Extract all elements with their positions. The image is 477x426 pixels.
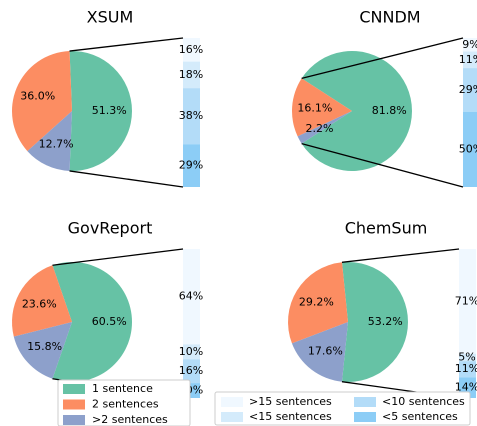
pie-slice	[292, 78, 352, 137]
pie-slice	[69, 51, 132, 172]
bar-segment	[183, 61, 200, 89]
bar-label: 16%	[179, 43, 203, 56]
bar-segment	[459, 353, 476, 362]
bar-label: 9%	[462, 38, 477, 51]
pie-label: 12.7%	[39, 138, 74, 151]
bar-segment	[183, 344, 200, 360]
bar-segment	[183, 359, 200, 384]
pie-slice	[12, 51, 73, 152]
chart-title: ChemSum	[345, 219, 428, 238]
legend-swatch	[221, 412, 243, 422]
connector	[69, 37, 184, 52]
pie-slice	[301, 50, 412, 171]
bar-segment	[183, 38, 200, 62]
pie-label: 15.8%	[27, 340, 62, 353]
legend-frame	[57, 379, 191, 426]
panel: CNNDM 81.8% 16.1% 2.2% 9% 11% 29% 50%	[292, 8, 477, 188]
panel: XSUM 51.3% 36.0% 12.7% 16% 18% 38% 29%	[12, 8, 203, 188]
bar-label: 5%	[458, 350, 475, 363]
pie-slice	[12, 265, 72, 337]
legend: 1 sentence 2 sentences >2 sentences	[57, 379, 191, 426]
pie-slice	[341, 262, 409, 382]
legend-frame	[214, 391, 471, 426]
pie-label: 2.2%	[305, 122, 333, 135]
pie-label: 29.2%	[299, 295, 334, 308]
bar-label: 11%	[455, 362, 477, 375]
pie-label: 81.8%	[372, 104, 407, 117]
bar-segment	[183, 88, 200, 145]
connector	[341, 248, 460, 263]
pie-label: 16.1%	[297, 101, 332, 114]
pie-slice	[13, 322, 73, 379]
bar-label: 16%	[179, 364, 203, 377]
pie-label: 36.0%	[20, 90, 55, 103]
legend-label: 1 sentence	[92, 382, 153, 395]
bar-label: 71%	[455, 294, 477, 307]
bar-label: 18%	[179, 68, 203, 81]
bar-segment	[183, 249, 200, 345]
bar-label: 14%	[455, 381, 477, 394]
bar-segment	[459, 361, 476, 378]
legend-swatch	[63, 399, 85, 410]
legend-label: <5 sentences	[382, 410, 458, 423]
pie-slice	[297, 111, 352, 144]
pie-label: 17.6%	[308, 345, 343, 358]
bar-label: 11%	[459, 53, 477, 66]
bar-segment	[463, 51, 477, 69]
legend-swatch	[221, 397, 243, 407]
legend: >15 sentences <15 sentences <10 sentences <…	[214, 391, 471, 426]
connector	[301, 142, 464, 188]
bar-label: 50%	[459, 142, 477, 155]
legend-swatch	[354, 412, 376, 422]
chart-title: XSUM	[87, 8, 134, 27]
legend-label: >15 sentences	[249, 395, 332, 408]
connector	[52, 248, 184, 266]
pie-label: 53.2%	[368, 315, 403, 328]
legend-swatch	[63, 384, 85, 394]
pie-slice	[27, 111, 72, 171]
legend-label: <15 sentences	[249, 410, 332, 423]
pie-label: 51.3%	[92, 104, 127, 117]
pie-slice	[291, 322, 348, 382]
connector	[69, 170, 184, 188]
legend-swatch	[354, 397, 376, 407]
pie-label: 23.6%	[22, 297, 57, 310]
bar-segment	[463, 111, 477, 187]
connector	[301, 37, 464, 80]
legend-swatch	[63, 415, 85, 425]
legend-label: >2 sentences	[92, 413, 168, 426]
bar-label: 64%	[179, 290, 203, 303]
bar-segment	[459, 249, 476, 354]
chart-title: GovReport	[68, 219, 153, 238]
bar-segment	[463, 68, 477, 112]
bar-label: 38%	[179, 109, 203, 122]
pie-slice	[288, 262, 348, 344]
pie-label: 60.5%	[92, 315, 127, 328]
bar-label: 29%	[179, 159, 203, 172]
legend-label: <10 sentences	[382, 395, 465, 408]
bar-label: 10%	[179, 345, 203, 358]
bar-label: 29%	[459, 83, 477, 96]
chart-title: CNNDM	[359, 8, 420, 27]
bar-segment	[183, 144, 200, 187]
pie-slice	[52, 262, 133, 383]
bar-segment	[463, 38, 477, 52]
legend-label: 2 sentences	[92, 398, 159, 411]
panel: ChemSum 53.2% 29.2% 17.6% 71% 5%11% 14%	[288, 219, 477, 399]
